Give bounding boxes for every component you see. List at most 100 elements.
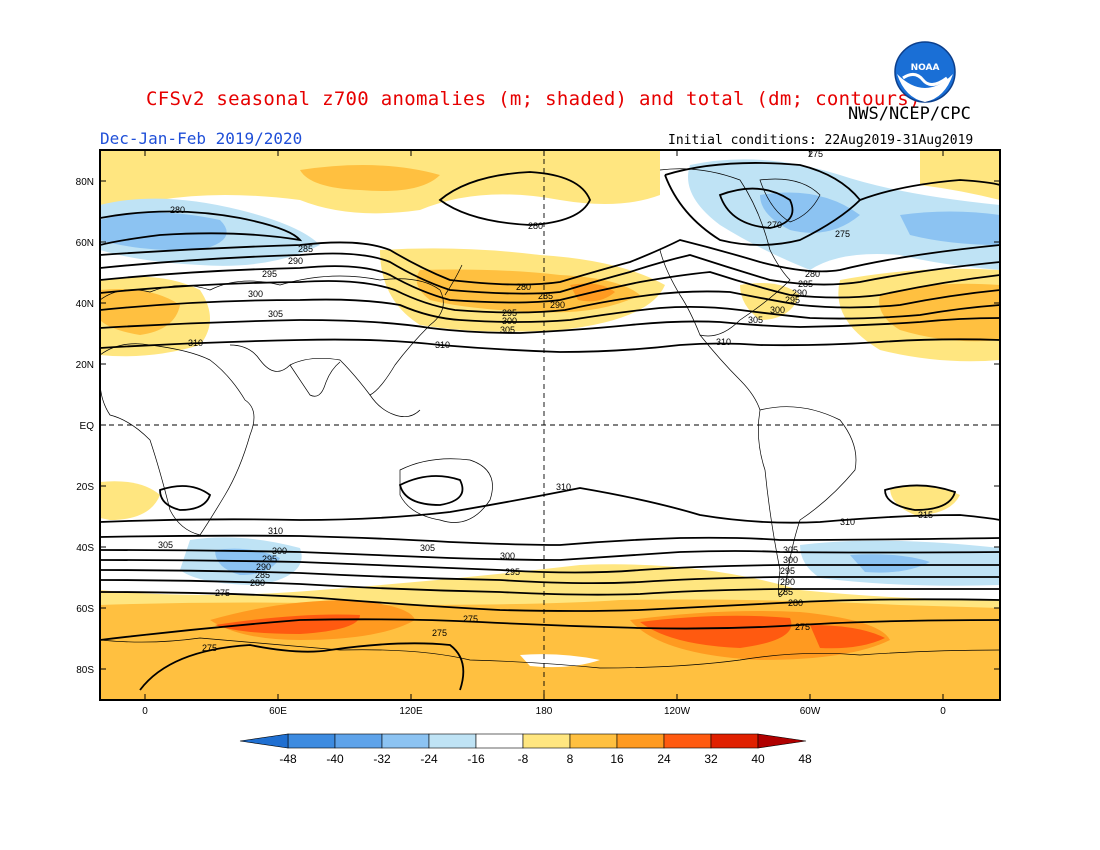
contour-label: 310 [556,482,571,492]
contour-label: 275 [808,149,823,159]
colorbar-swatch [381,733,430,749]
contour-label: 300 [770,305,785,315]
lon-label: 180 [536,706,553,717]
lat-label: 40S [76,543,94,554]
colorbar-label: 48 [798,752,812,766]
lat-label: 40N [76,299,94,310]
latitude-axis: 80N 60N 40N 20N EQ 20S 40S 60S 80S [76,177,1000,676]
contour-label: 310 [188,338,203,348]
contour-label: 310 [268,526,283,536]
colorbar-low-arrow [239,733,289,749]
lat-label: 60S [76,604,94,615]
colorbar-label: 40 [751,752,765,766]
contour-label: 295 [262,554,277,564]
colorbar-swatch [710,733,759,749]
lon-label: 0 [940,706,946,717]
contour-label: 300 [500,551,515,561]
contour-label: 305 [748,315,763,325]
contour-label: 280 [528,221,543,231]
contour-label: 280 [250,578,265,588]
lon-label: 0 [142,706,148,717]
colorbar-label: -8 [518,752,529,766]
colorbar-label: 24 [657,752,671,766]
contour-label: 290 [792,288,807,298]
contour-label: 275 [432,628,447,638]
contour-label: 280 [805,269,820,279]
colorbar-swatch [475,733,524,749]
contour-label: 310 [435,340,450,350]
reference-lines [100,150,1000,700]
colorbar-swatch [334,733,383,749]
contour-label: 280 [516,282,531,292]
height-contours [100,162,1000,691]
contour-label: 315 [918,510,933,520]
noaa-logo-icon: NOAA [894,41,956,103]
contour-label: 305 [268,309,283,319]
contour-labels: 280 285 290 295 300 305 310 310 280 280 … [158,149,933,653]
contour-label: 310 [716,337,731,347]
contour-label: 300 [248,289,263,299]
svg-text:NOAA: NOAA [911,63,940,73]
lat-label: 20N [76,360,94,371]
season-label: Dec-Jan-Feb 2019/2020 [100,129,303,148]
contour-label: 275 [835,229,850,239]
lat-label: 80S [76,665,94,676]
contour-label: 275 [215,588,230,598]
colorbar-label: 32 [704,752,718,766]
initial-conditions-label: Initial conditions: 22Aug2019-31Aug2019 [668,133,974,148]
contour-label: 285 [798,279,813,289]
chart-title: CFSv2 seasonal z700 anomalies (m; shaded… [146,88,921,110]
contour-label: 290 [256,562,271,572]
contour-label: 305 [420,543,435,553]
contour-label: 275 [202,643,217,653]
colorbar-swatch [569,733,618,749]
colorbar-label: -16 [467,752,485,766]
contour-label: 300 [272,546,287,556]
contour-label: 295 [785,295,800,305]
colorbar: -48 -40 -32 -24 -16 -8 8 16 24 32 40 48 [239,733,812,766]
colorbar-swatch [522,733,571,749]
contour-label: 290 [550,300,565,310]
lat-label: EQ [80,421,95,432]
lat-label: 60N [76,238,94,249]
contour-label: 290 [780,577,795,587]
agency-label: NWS/NCEP/CPC [848,104,971,124]
contour-label: 305 [500,325,515,335]
contour-label: 300 [502,316,517,326]
contour-label: 295 [780,566,795,576]
contour-label: 300 [783,555,798,565]
lat-label: 20S [76,482,94,493]
contour-label: 275 [463,614,478,624]
colorbar-label: 16 [610,752,624,766]
colorbar-label: -24 [420,752,438,766]
colorbar-label: -40 [326,752,344,766]
colorbar-swatch [663,733,712,749]
contour-label: 295 [502,308,517,318]
colorbar-label: -48 [279,752,297,766]
contour-label: 295 [262,269,277,279]
contour-label: 285 [298,244,313,254]
lon-label: 60W [800,706,821,717]
lon-label: 60E [269,706,287,717]
contour-label: 310 [840,517,855,527]
lon-label: 120E [399,706,423,717]
colorbar-swatch [428,733,477,749]
colorbar-swatch [287,733,336,749]
longitude-axis: 0 60E 120E 180 120W 60W 0 [142,150,946,717]
contour-label: 285 [778,587,793,597]
contour-label: 305 [158,540,173,550]
contour-label: 285 [255,570,270,580]
contour-label: 295 [505,567,520,577]
contour-label: 280 [788,598,803,608]
contour-label: 275 [795,622,810,632]
lat-label: 80N [76,177,94,188]
contour-label: 285 [538,291,553,301]
contour-label: 270 [767,220,782,230]
contour-label: 305 [783,545,798,555]
colorbar-label: 8 [567,752,574,766]
contour-label: 280 [170,205,185,215]
colorbar-high-arrow [757,733,807,749]
contour-label: 290 [288,256,303,266]
colorbar-swatch [616,733,665,749]
